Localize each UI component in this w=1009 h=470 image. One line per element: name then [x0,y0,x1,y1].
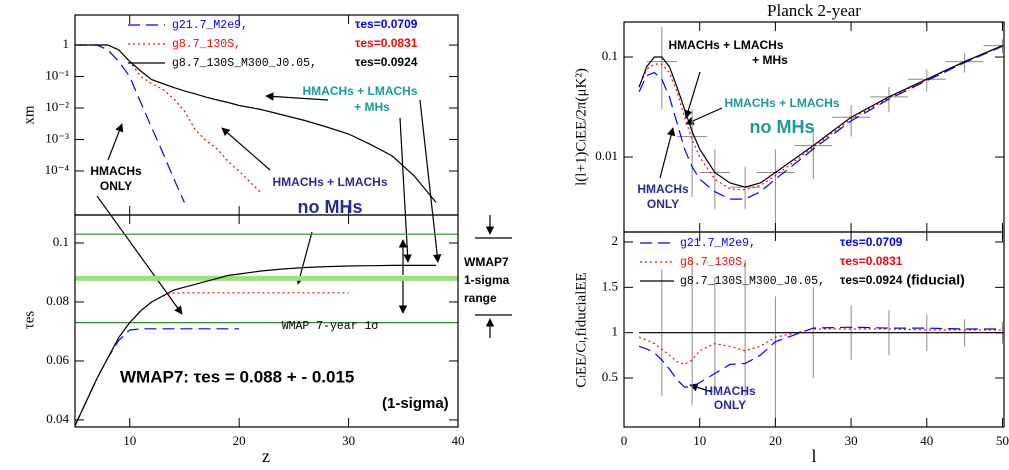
y-axis-label: xm [21,105,37,125]
annotation: no MHs [750,117,815,137]
y-tick-label: 0.1 [602,48,618,63]
y-axis-label: τes [21,311,37,330]
legend-note: τes=0.0709 [840,235,903,249]
x-tick-label: 10 [693,433,706,448]
x-tick-label: 20 [233,433,246,448]
legend-label: g8.7_130S, [680,256,749,269]
annotation: HMACHs [637,182,689,196]
annotation: HMACHs + LMACHs [668,38,783,52]
legend-note: τes=0.0924 [840,273,903,287]
y-axis-label: l(l+1)CₗEE/2π(μK²) [573,68,589,186]
y-tick-label: 1.5 [602,278,618,293]
y-tick-label: 10⁻³ [45,130,69,145]
x-tick-label: 30 [342,433,355,448]
y-tick-label: 0.06 [46,352,69,367]
annotation: ONLY [647,197,679,211]
legend-label: g8.7_130S_M300_J0.05, [680,275,825,288]
plot-frame [74,214,459,428]
annotation: HMACHs + LMACHs [724,96,839,110]
y-tick-label: 1 [63,36,70,51]
y-tick-label: 0.5 [602,369,618,384]
series-line [75,44,437,203]
y-tick-label: 0.01 [595,148,618,163]
arrow [399,117,412,263]
arrow [689,383,713,393]
y-tick-label: 10⁻⁴ [45,162,70,177]
annotation: HMACHs [90,164,142,178]
annotation: range [464,291,497,305]
arrow [684,71,701,119]
y-axis-label: CₗEE/Cₗ,fiducialEE [573,272,589,387]
annotation: ONLY [714,398,746,412]
x-tick-label: 30 [845,433,858,448]
y-tick-label: 1 [612,324,619,339]
legend-label: g8.7_130S_M300_J0.05, [172,57,317,70]
y-tick-label: 10⁻¹ [45,68,69,83]
annotation: HMACHs [704,384,756,398]
y-tick-label: 0.04 [46,411,69,426]
legend-note: τes=0.0924 [355,55,418,69]
annotation: no MHs [298,197,363,217]
annotation: WMAP7 [464,255,509,269]
arrow [295,231,313,285]
annotation: 1-sigma [464,273,510,287]
arrow [107,123,124,161]
annotation: HMACHs + LMACHs [302,84,417,98]
series-line [638,45,1003,200]
arrows [96,71,723,393]
series-line [638,45,1003,191]
plot-area [638,260,1004,424]
arrow [265,92,329,101]
x-tick-label: 40 [452,433,465,448]
x-axis-label: z [262,446,270,466]
plot-area [75,44,437,203]
legend-extra: (fiducial) [906,272,964,288]
annotation: WMAP7: τes = 0.088 + - 0.015 [120,367,354,386]
annotation: WMAP 7-year 1σ [282,320,379,333]
legend-note: τes=0.0831 [355,36,418,50]
arrow [419,99,442,263]
plot-area [638,26,1004,232]
x-tick-label: 40 [920,433,933,448]
arrow [685,107,723,125]
series-line [75,292,349,427]
legend-note: τes=0.0831 [840,254,903,268]
legend-label: g21.7_M2e9, [172,19,248,32]
y-tick-label: 10⁻² [45,99,69,114]
annotation: + MHs [354,100,390,114]
annotation: HMACHs + LMACHs [272,175,387,189]
y-tick-label: 2 [612,233,619,248]
annotation: (1-sigma) [382,395,449,412]
x-tick-label: 20 [769,433,782,448]
arrow [221,127,271,171]
legend-label: g8.7_130S, [172,38,241,51]
y-tick-label: 0.08 [46,293,69,308]
plot-area [75,233,458,427]
annotation: ONLY [100,179,132,193]
chart-title: Planck 2-year [767,1,861,20]
series-line [638,45,1003,188]
plot-frame [623,231,1005,428]
arrow [96,195,183,315]
arrow [659,127,676,179]
series-line [638,328,1003,366]
x-tick-label: 50 [996,433,1009,448]
legend-label: g21.7_M2e9, [680,237,756,250]
series-line [638,326,1003,388]
x-axis-label: l [811,446,816,466]
annotation: + MHs [752,53,788,67]
x-tick-label: 0 [621,433,628,448]
legend-note: τes=0.0709 [355,17,418,31]
series-line [75,264,437,427]
x-tick-label: 10 [123,433,136,448]
y-tick-label: 0.1 [53,234,69,249]
